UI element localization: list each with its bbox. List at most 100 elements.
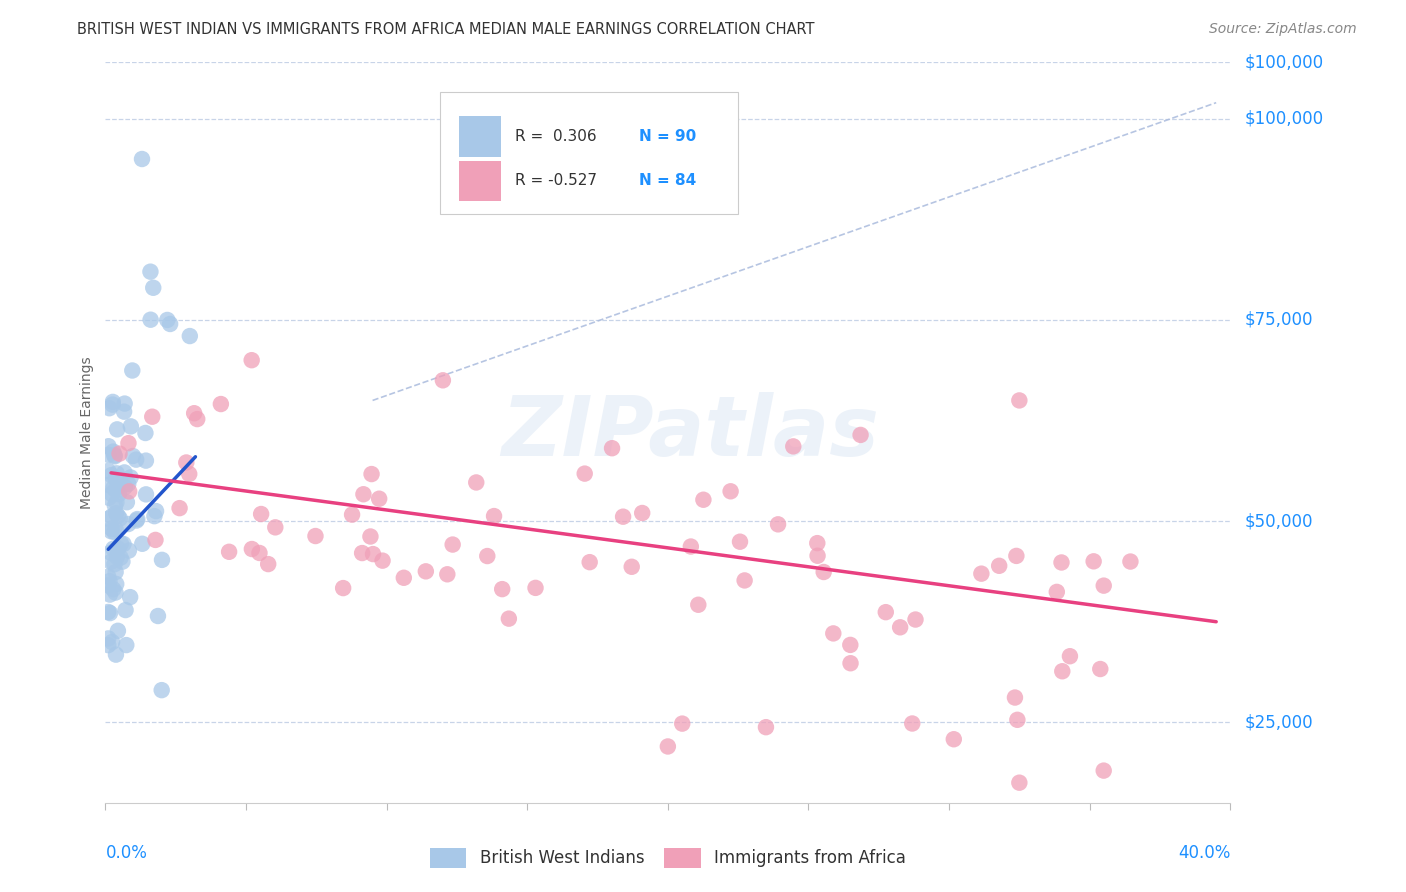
- Point: [105, 495, 128, 509]
- Point: [97, 578, 120, 592]
- Text: $50,000: $50,000: [1244, 512, 1313, 530]
- Point: [146, 609, 169, 624]
- Point: [98, 574, 121, 589]
- Point: [118, 484, 141, 499]
- Point: [120, 470, 142, 484]
- Point: [100, 524, 122, 539]
- Point: [156, 313, 179, 327]
- Point: [875, 605, 897, 619]
- Point: [250, 507, 273, 521]
- Point: [524, 581, 547, 595]
- Point: [117, 436, 139, 450]
- FancyBboxPatch shape: [458, 116, 502, 157]
- Point: [889, 620, 911, 634]
- Point: [112, 537, 135, 551]
- Point: [141, 409, 163, 424]
- Point: [103, 582, 125, 597]
- Point: [104, 472, 127, 486]
- Point: [97, 478, 120, 492]
- Point: [103, 557, 125, 571]
- Point: [218, 545, 240, 559]
- Point: [498, 612, 520, 626]
- Point: [361, 547, 384, 561]
- Point: [839, 638, 862, 652]
- Point: [105, 549, 128, 564]
- Point: [720, 484, 742, 499]
- Point: [122, 449, 145, 463]
- Point: [813, 565, 835, 579]
- Text: $100,000: $100,000: [1244, 54, 1323, 71]
- Point: [1050, 556, 1073, 570]
- Point: [1046, 585, 1069, 599]
- Point: [942, 732, 965, 747]
- Y-axis label: Median Male Earnings: Median Male Earnings: [80, 356, 94, 509]
- Point: [101, 509, 124, 524]
- Point: [110, 536, 132, 550]
- Point: [97, 464, 120, 478]
- Point: [671, 716, 693, 731]
- Point: [104, 499, 127, 513]
- Point: [114, 480, 136, 494]
- Point: [176, 455, 198, 469]
- Point: [578, 555, 600, 569]
- Point: [135, 453, 157, 467]
- Text: 40.0%: 40.0%: [1178, 844, 1230, 862]
- Point: [97, 569, 120, 583]
- Point: [112, 405, 135, 419]
- Text: $100,000: $100,000: [1244, 110, 1323, 128]
- Text: BRITISH WEST INDIAN VS IMMIGRANTS FROM AFRICA MEDIAN MALE EARNINGS CORRELATION C: BRITISH WEST INDIAN VS IMMIGRANTS FROM A…: [77, 22, 815, 37]
- Point: [105, 422, 128, 436]
- Point: [728, 534, 751, 549]
- Point: [131, 537, 153, 551]
- Point: [100, 546, 122, 560]
- Point: [110, 550, 132, 565]
- FancyBboxPatch shape: [440, 92, 738, 214]
- Point: [115, 638, 138, 652]
- Point: [104, 522, 127, 536]
- Point: [101, 444, 124, 458]
- Point: [101, 635, 124, 649]
- Point: [692, 492, 714, 507]
- Point: [97, 448, 120, 462]
- Point: [441, 537, 464, 551]
- Point: [101, 398, 124, 412]
- Point: [491, 582, 513, 596]
- Point: [112, 466, 135, 480]
- Point: [98, 588, 121, 602]
- Point: [436, 567, 458, 582]
- Point: [823, 626, 845, 640]
- Point: [107, 541, 129, 556]
- Point: [368, 491, 391, 506]
- Point: [97, 491, 120, 505]
- Point: [104, 648, 127, 662]
- Point: [392, 571, 415, 585]
- Point: [371, 554, 394, 568]
- FancyBboxPatch shape: [458, 161, 502, 202]
- Point: [657, 739, 679, 754]
- Point: [183, 406, 205, 420]
- Text: N = 84: N = 84: [638, 173, 696, 188]
- Point: [766, 517, 789, 532]
- Point: [100, 555, 122, 569]
- Point: [108, 487, 131, 501]
- Point: [360, 467, 382, 481]
- Point: [107, 624, 129, 638]
- Point: [240, 541, 263, 556]
- Point: [125, 452, 148, 467]
- Point: [105, 467, 128, 481]
- Point: [134, 425, 156, 440]
- Point: [145, 504, 167, 518]
- Point: [104, 585, 127, 599]
- Text: N = 90: N = 90: [638, 129, 696, 144]
- Point: [169, 501, 191, 516]
- Legend: British West Indians, Immigrants from Africa: British West Indians, Immigrants from Af…: [422, 840, 914, 876]
- Point: [150, 553, 173, 567]
- Point: [679, 540, 702, 554]
- Point: [150, 683, 173, 698]
- Text: $75,000: $75,000: [1244, 311, 1313, 329]
- Point: [186, 412, 208, 426]
- Point: [104, 483, 127, 498]
- Point: [97, 511, 120, 525]
- Point: [1005, 549, 1028, 563]
- Point: [600, 441, 623, 455]
